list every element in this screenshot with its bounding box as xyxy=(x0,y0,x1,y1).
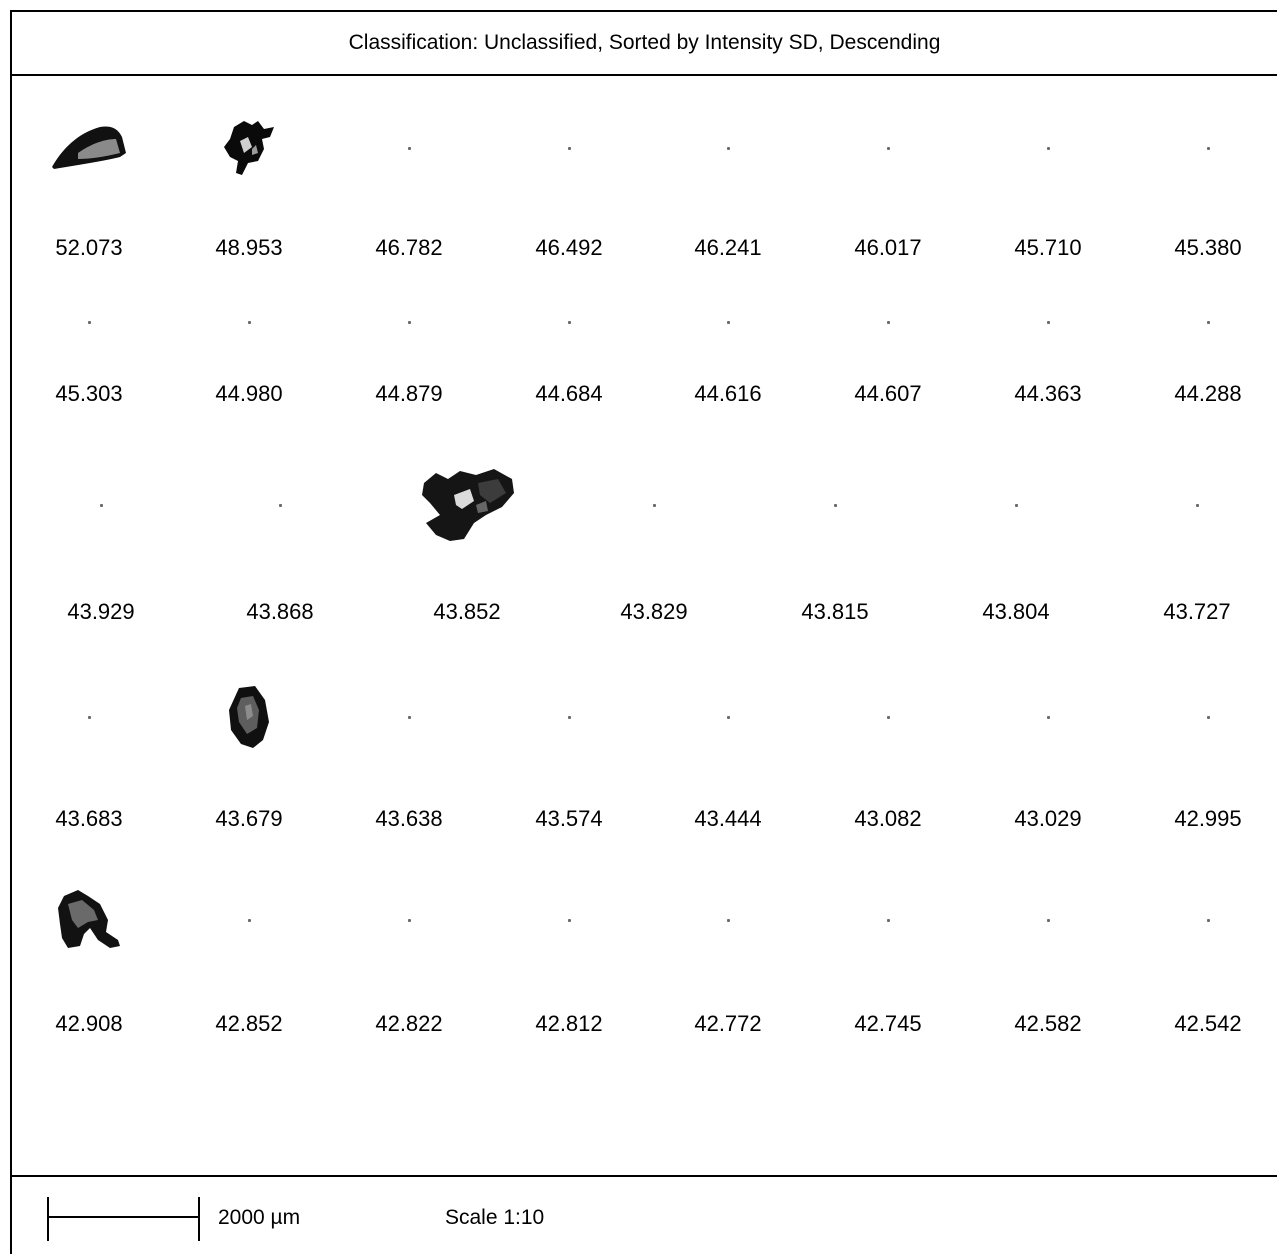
classification-title: Classification: Unclassified, Sorted by … xyxy=(348,31,941,54)
intensity-sd-value: 42.582 xyxy=(1014,1011,1082,1036)
intensity-sd-value: 44.363 xyxy=(1014,381,1082,406)
intensity-sd-value: 45.710 xyxy=(1014,235,1082,260)
intensity-sd-value: 44.684 xyxy=(535,381,603,406)
particle-thumbnail[interactable] xyxy=(279,504,282,507)
particle-thumbnail[interactable] xyxy=(248,321,251,324)
intensity-sd-value: 43.852 xyxy=(433,599,501,624)
intensity-sd-value: 43.029 xyxy=(1014,806,1082,831)
intensity-sd-value: 42.745 xyxy=(854,1011,922,1036)
intensity-sd-value: 42.812 xyxy=(535,1011,603,1036)
footer-divider xyxy=(12,1175,1277,1177)
intensity-sd-value: 43.804 xyxy=(982,599,1050,624)
particle-thumbnail[interactable] xyxy=(408,147,411,150)
particle-thumbnail[interactable] xyxy=(1047,716,1050,719)
intensity-sd-value: 43.082 xyxy=(854,806,922,831)
intensity-sd-value: 42.822 xyxy=(375,1011,443,1036)
intensity-sd-value: 43.574 xyxy=(535,806,603,831)
particle-thumbnail[interactable] xyxy=(568,321,571,324)
intensity-sd-value: 43.638 xyxy=(375,806,443,831)
intensity-sd-value: 46.492 xyxy=(535,235,603,260)
intensity-sd-value: 43.679 xyxy=(215,806,283,831)
particle-thumbnail[interactable] xyxy=(88,321,91,324)
intensity-sd-value: 43.829 xyxy=(620,599,688,624)
intensity-sd-value: 42.995 xyxy=(1174,806,1242,831)
intensity-sd-value: 42.772 xyxy=(694,1011,762,1036)
intensity-sd-value: 44.879 xyxy=(375,381,443,406)
intensity-sd-value: 42.542 xyxy=(1174,1011,1242,1036)
intensity-sd-value: 45.380 xyxy=(1174,235,1242,260)
particle-thumbnail[interactable] xyxy=(218,117,280,179)
particle-thumbnail[interactable] xyxy=(1196,504,1199,507)
particle-thumbnail[interactable] xyxy=(416,465,518,545)
particle-thumbnail[interactable] xyxy=(887,716,890,719)
intensity-sd-value: 44.607 xyxy=(854,381,922,406)
particle-thumbnail[interactable] xyxy=(225,684,273,750)
particle-thumbnail[interactable] xyxy=(88,716,91,719)
scale-length-label: 2000 µm xyxy=(218,1206,301,1229)
intensity-sd-value: 44.980 xyxy=(215,381,283,406)
particle-thumbnail[interactable] xyxy=(1207,919,1210,922)
intensity-sd-value: 43.929 xyxy=(67,599,135,624)
particle-thumbnail[interactable] xyxy=(408,321,411,324)
particle-thumbnail[interactable] xyxy=(408,716,411,719)
intensity-sd-value: 44.288 xyxy=(1174,381,1242,406)
particle-thumbnail[interactable] xyxy=(100,504,103,507)
intensity-sd-value: 42.908 xyxy=(55,1011,123,1036)
particle-thumbnail[interactable] xyxy=(727,321,730,324)
intensity-sd-value: 52.073 xyxy=(55,235,123,260)
intensity-sd-value: 43.727 xyxy=(1163,599,1231,624)
intensity-sd-value: 43.444 xyxy=(694,806,762,831)
particle-thumbnail[interactable] xyxy=(1015,504,1018,507)
intensity-sd-value: 43.868 xyxy=(246,599,314,624)
particle-thumbnail[interactable] xyxy=(1207,716,1210,719)
particle-thumbnail[interactable] xyxy=(568,919,571,922)
particle-thumbnail[interactable] xyxy=(568,716,571,719)
intensity-sd-value: 43.815 xyxy=(801,599,869,624)
particle-thumbnail[interactable] xyxy=(568,147,571,150)
particle-thumbnail[interactable] xyxy=(727,919,730,922)
particle-thumbnail[interactable] xyxy=(1047,321,1050,324)
particle-thumbnail[interactable] xyxy=(408,919,411,922)
particle-thumbnail[interactable] xyxy=(887,147,890,150)
particle-thumbnail[interactable] xyxy=(1047,919,1050,922)
particle-thumbnail[interactable] xyxy=(248,919,251,922)
intensity-sd-value: 43.683 xyxy=(55,806,123,831)
scale-ratio-label: Scale 1:10 xyxy=(445,1206,545,1229)
particle-thumbnail[interactable] xyxy=(834,504,837,507)
gallery-frame xyxy=(10,10,1277,1254)
particle-thumbnail[interactable] xyxy=(887,321,890,324)
particle-thumbnail[interactable] xyxy=(727,147,730,150)
intensity-sd-value: 48.953 xyxy=(215,235,283,260)
particle-thumbnail[interactable] xyxy=(653,504,656,507)
particle-thumbnail[interactable] xyxy=(887,919,890,922)
intensity-sd-value: 42.852 xyxy=(215,1011,283,1036)
page-title: Classification: Unclassified, Sorted by … xyxy=(12,12,1277,76)
intensity-sd-value: 44.616 xyxy=(694,381,762,406)
particle-thumbnail[interactable] xyxy=(54,888,124,952)
intensity-sd-value: 46.782 xyxy=(375,235,443,260)
particle-thumbnail[interactable] xyxy=(727,716,730,719)
intensity-sd-value: 46.017 xyxy=(854,235,922,260)
particle-thumbnail[interactable] xyxy=(1207,321,1210,324)
particle-thumbnail[interactable] xyxy=(1047,147,1050,150)
particle-thumbnail[interactable] xyxy=(48,123,130,173)
scale-bar-icon xyxy=(47,1197,200,1241)
particle-thumbnail[interactable] xyxy=(1207,147,1210,150)
intensity-sd-value: 46.241 xyxy=(694,235,762,260)
intensity-sd-value: 45.303 xyxy=(55,381,123,406)
